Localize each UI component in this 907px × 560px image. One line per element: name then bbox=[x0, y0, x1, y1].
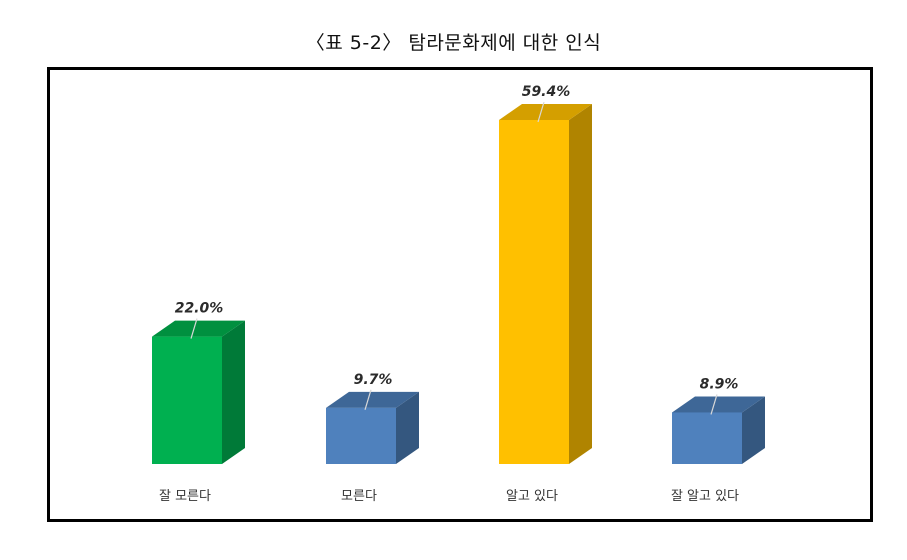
bar-front-face bbox=[499, 120, 569, 464]
bar-side-face bbox=[569, 104, 592, 464]
bar-4: 8.9% 잘 알고 있다 bbox=[671, 376, 765, 504]
leader-line bbox=[537, 101, 545, 123]
value-label: 59.4% bbox=[522, 84, 571, 100]
bar-front-face bbox=[672, 412, 742, 464]
value-label: 9.7% bbox=[354, 372, 393, 388]
bar-3: 59.4% 알고 있다 bbox=[499, 84, 592, 504]
bar-side-face bbox=[396, 391, 419, 464]
bar-2: 9.7% 모른다 bbox=[326, 372, 419, 504]
category-label: 모른다 bbox=[341, 489, 377, 504]
bar-side-face bbox=[222, 320, 245, 464]
bar-1: 22.0% 잘 모른다 bbox=[152, 301, 245, 504]
bar-top-face bbox=[152, 320, 245, 337]
chart-title: 〈표 5-2〉 탐라문화제에 대한 인식 bbox=[305, 32, 602, 54]
leader-line bbox=[190, 318, 198, 339]
chart-frame bbox=[47, 67, 873, 522]
bar-top-face bbox=[672, 396, 765, 413]
category-label: 잘 알고 있다 bbox=[671, 489, 739, 504]
category-label: 알고 있다 bbox=[506, 489, 558, 504]
value-label: 8.9% bbox=[700, 376, 739, 392]
category-label: 잘 모른다 bbox=[159, 489, 211, 504]
leader-line bbox=[364, 389, 372, 410]
bar-front-face bbox=[152, 336, 222, 464]
leader-line bbox=[710, 394, 718, 415]
bar-top-face bbox=[326, 391, 419, 408]
value-label: 22.0% bbox=[175, 301, 224, 317]
bar-front-face bbox=[326, 407, 396, 464]
bar-top-face bbox=[499, 104, 592, 120]
bar-side-face bbox=[742, 396, 765, 464]
